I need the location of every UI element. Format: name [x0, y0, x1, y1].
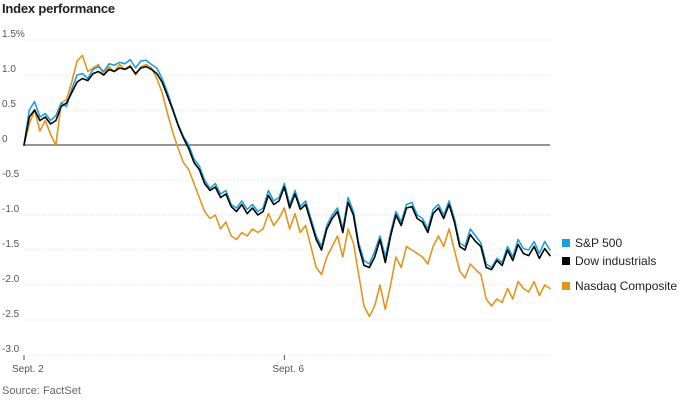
x-tick-label: Sept. 2 — [12, 364, 44, 375]
series-line-s-p-500 — [23, 58, 551, 269]
legend: S&P 500 Dow industrials Nasdaq Composite — [562, 236, 677, 293]
x-tick-label: Sept. 6 — [272, 364, 304, 375]
series-line-dow-industrials — [23, 65, 551, 271]
y-tick-label: -0.5 — [2, 169, 20, 180]
y-tick-label: 1.5% — [2, 29, 25, 40]
y-tick-label: -3.0 — [2, 344, 20, 355]
source-note: Source: FactSet — [2, 385, 81, 397]
y-tick-label: -1.5 — [2, 239, 20, 250]
legend-swatch — [562, 239, 570, 247]
y-tick-label: 1.0 — [2, 64, 16, 75]
y-tick-label: 0 — [2, 134, 8, 145]
y-tick-label: -1.0 — [2, 204, 20, 215]
y-axis-tick-labels: 1.5% 1.0 0.5 0 -0.5 -1.0 -1.5 -2.0 -2.5 -3.0 — [2, 29, 25, 355]
series-line-nasdaq-composite — [23, 54, 551, 318]
chart-title: Index performance — [2, 1, 115, 16]
y-tick-label: 0.5 — [2, 99, 16, 110]
y-tick-label: -2.5 — [2, 309, 20, 320]
x-axis-ticks: Sept. 2 Sept. 6 — [12, 355, 304, 375]
legend-label: Dow industrials — [575, 254, 656, 268]
legend-swatch — [562, 282, 570, 290]
legend-swatch — [562, 257, 570, 265]
legend-label: S&P 500 — [575, 236, 622, 250]
y-tick-label: -2.0 — [2, 274, 20, 285]
series-lines — [23, 54, 551, 318]
legend-label: Nasdaq Composite — [575, 279, 677, 293]
gridlines — [24, 39, 550, 356]
